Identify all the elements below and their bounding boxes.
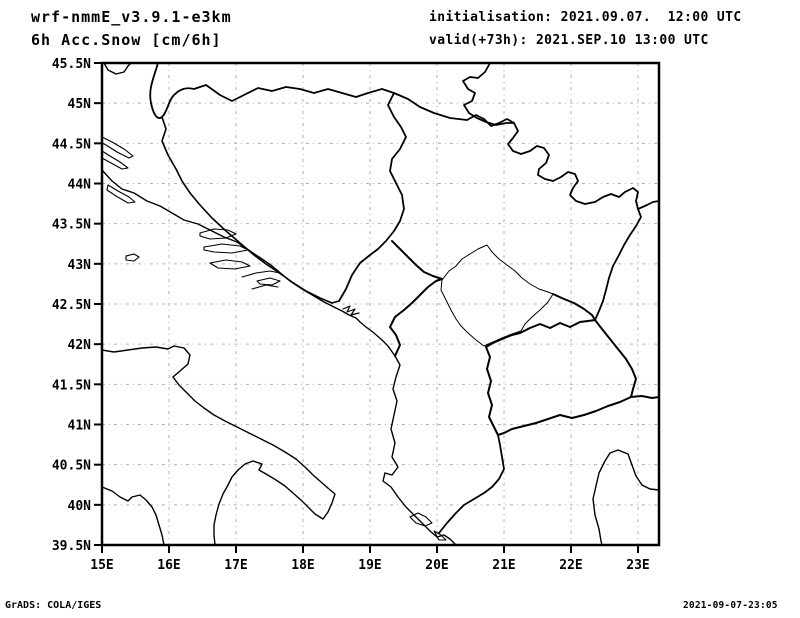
lon-label-17E: 17E bbox=[224, 558, 247, 573]
border-bulgaria-macedonia bbox=[594, 319, 660, 399]
coastline-adriatic-east bbox=[101, 169, 457, 546]
title-left-block: wrf-nmmE_v3.9.1-e3km 6h Acc.Snow [cm/6h] bbox=[31, 6, 232, 52]
field-name: 6h Acc.Snow [cm/6h] bbox=[31, 31, 222, 49]
border-macedonia-albania bbox=[485, 332, 521, 436]
title-right-block: initialisation: 2021.09.07. 12:00 UTC va… bbox=[429, 6, 742, 52]
axis-labels: 45.5N 45N 44.5N 44N 43.5N 43N 42.5N 42N 41.5N 41N… bbox=[52, 57, 650, 573]
lat-label-45.5N: 45.5N bbox=[52, 57, 91, 72]
border-serbia-macedonia bbox=[552, 293, 596, 321]
lat-label-45N: 45N bbox=[68, 97, 92, 112]
lon-label-16E: 16E bbox=[157, 558, 180, 573]
lon-label-23E: 23E bbox=[626, 558, 649, 573]
border-bulgaria-romania-branch bbox=[637, 200, 660, 210]
lon-label-19E: 19E bbox=[358, 558, 381, 573]
lat-label-43N: 43N bbox=[68, 258, 92, 273]
border-serbia-bulgaria bbox=[594, 208, 642, 321]
border-montenegro-serbia bbox=[391, 240, 443, 280]
creation-timestamp: 2021-09-07-23:05 bbox=[683, 600, 778, 611]
init-time-label: initialisation: 2021.09.07. 12:00 UTC bbox=[429, 10, 742, 25]
valid-time-label: valid(+73h): 2021.SEP.10 13:00 UTC bbox=[429, 33, 709, 48]
island-vis bbox=[125, 253, 140, 262]
island-pag-1 bbox=[101, 136, 134, 159]
border-kosovo bbox=[440, 244, 554, 347]
lat-label-41.5N: 41.5N bbox=[52, 378, 91, 393]
island-mljet bbox=[256, 277, 281, 286]
lon-label-18E: 18E bbox=[291, 558, 314, 573]
river-danube-east bbox=[466, 114, 639, 210]
lat-label-40.5N: 40.5N bbox=[52, 459, 91, 474]
border-macedonia-north bbox=[519, 319, 596, 334]
island-korcula bbox=[209, 259, 251, 270]
lat-label-40N: 40N bbox=[68, 499, 92, 514]
island-brac bbox=[199, 228, 237, 240]
grid-lines bbox=[102, 63, 659, 545]
lon-label-22E: 22E bbox=[559, 558, 582, 573]
map-frame bbox=[100, 61, 661, 547]
lat-label-43.5N: 43.5N bbox=[52, 218, 91, 233]
lat-label-42.5N: 42.5N bbox=[52, 298, 91, 313]
island-corfu-small bbox=[433, 530, 447, 541]
lat-label-39.5N: 39.5N bbox=[52, 539, 91, 554]
lat-label-41N: 41N bbox=[68, 419, 92, 434]
lat-label-44.5N: 44.5N bbox=[52, 137, 91, 152]
lon-label-15E: 15E bbox=[90, 558, 113, 573]
strip-peljesac-2 bbox=[251, 284, 279, 290]
map-features bbox=[101, 62, 660, 546]
bay-of-kotor-mark bbox=[342, 305, 360, 316]
border-macedonia-greece bbox=[497, 396, 632, 436]
axis-ticks bbox=[94, 62, 640, 553]
grads-credit: GrADS: COLA/IGES bbox=[5, 600, 102, 611]
island-pag-2 bbox=[101, 150, 129, 170]
lat-label-44N: 44N bbox=[68, 178, 92, 193]
coast-thermaic-gulf bbox=[592, 449, 660, 546]
coast-kvarner bbox=[103, 62, 132, 75]
island-corfu bbox=[409, 512, 433, 527]
model-name: wrf-nmmE_v3.9.1-e3km bbox=[31, 8, 232, 26]
coast-italy-adriatic bbox=[101, 345, 336, 546]
border-greece-albania bbox=[438, 434, 505, 534]
border-serbia-romania bbox=[462, 62, 515, 126]
lat-label-42N: 42N bbox=[68, 338, 92, 353]
coast-italy-tyrrhenian bbox=[101, 486, 165, 546]
lon-label-20E: 20E bbox=[425, 558, 448, 573]
island-hvar bbox=[203, 243, 249, 254]
island-dugi-otok bbox=[106, 184, 136, 204]
border-montenegro-albania bbox=[389, 278, 443, 357]
border-drina-bosnia-east bbox=[338, 92, 407, 302]
strip-peljesac-1 bbox=[241, 270, 281, 278]
border-croatia-north bbox=[149, 62, 468, 121]
lon-label-21E: 21E bbox=[492, 558, 515, 573]
